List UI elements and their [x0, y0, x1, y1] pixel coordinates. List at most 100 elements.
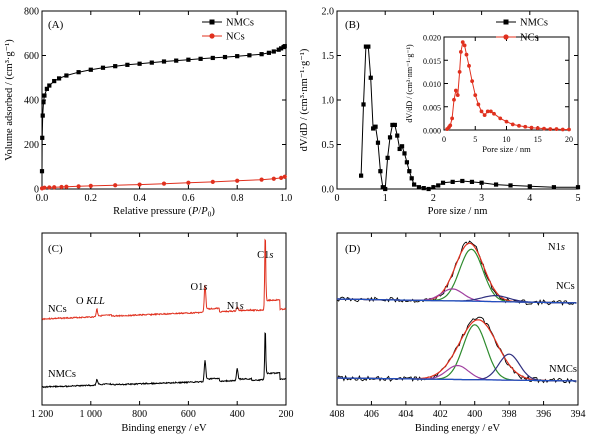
data-point: [440, 180, 446, 185]
data-point: [493, 182, 499, 187]
data-point: [40, 113, 45, 118]
data-point: [279, 46, 284, 51]
b-y-tick-label: 2.0: [322, 7, 335, 18]
inset-data-point: [488, 109, 493, 114]
data-point: [387, 135, 393, 140]
inset-data-point: [462, 43, 467, 48]
data-point: [366, 44, 371, 49]
data-point: [198, 56, 203, 61]
c-x-tick-label: 200: [279, 409, 294, 420]
inset-data-point: [523, 124, 528, 129]
data-point: [47, 185, 52, 190]
data-point: [450, 179, 455, 184]
d-x-tick-label: 394: [571, 409, 586, 420]
data-point: [247, 53, 252, 58]
data-point: [392, 122, 397, 128]
data-point: [266, 50, 272, 55]
data-point: [76, 70, 81, 75]
inset-data-point: [542, 126, 546, 131]
data-point: [186, 180, 191, 185]
b-y-tick-label: 1.5: [322, 51, 335, 62]
b-y-tick-label: 0.5: [322, 140, 335, 151]
data-point: [282, 174, 287, 179]
inset-y-tick-label: 0.015: [423, 57, 441, 66]
legend-ncs-label: NCs: [226, 32, 245, 43]
inset-x-tick-label: 20: [565, 135, 573, 144]
legend-nmcs-label: NMCs: [226, 18, 254, 29]
inset-data-point: [482, 113, 487, 118]
data-point: [271, 49, 276, 54]
inset-y-tick-label: 0.005: [423, 103, 441, 112]
inset-data-point: [470, 79, 475, 84]
a-x-tick-label: 0.6: [182, 193, 195, 204]
xps-baseline: [337, 298, 577, 304]
x-axis-label: Binding energy / eV: [121, 423, 207, 434]
data-point: [378, 169, 383, 174]
legend-nmcs-label: NMCs: [520, 18, 548, 29]
data-point: [259, 177, 264, 182]
x-axis-label-part: Relative pressure (: [113, 206, 192, 217]
inset-data-point: [485, 109, 490, 114]
panel-label: (A): [48, 19, 64, 31]
chart-title: N1s: [548, 242, 565, 253]
inset-data-point: [464, 52, 469, 57]
xps-raw: [336, 316, 577, 384]
data-point: [100, 65, 106, 70]
data-point: [279, 175, 284, 180]
plot-frame-b: [336, 10, 579, 190]
data-point: [375, 140, 381, 145]
data-point: [397, 146, 402, 152]
inset-data-point: [504, 119, 509, 124]
series-nmcs: [39, 44, 287, 174]
data-point: [402, 151, 407, 156]
panel-d: 408 406 404 402 400 398 396 394 (D) Binding energ…: [330, 232, 586, 434]
a-x-tick-label: 0.0: [36, 193, 49, 204]
series-nmcs: [359, 44, 581, 192]
b-x-tick-label: 0: [335, 193, 340, 204]
inset-data-point: [498, 116, 503, 121]
inset-data-point: [560, 127, 565, 132]
data-point: [371, 126, 376, 131]
data-point: [64, 184, 69, 189]
xps-peak-3: [337, 353, 577, 382]
data-point: [42, 93, 47, 98]
peak-annotation-italic: s: [203, 282, 207, 293]
a-y-tick-label: 0: [34, 185, 39, 196]
series-line: [41, 45, 286, 172]
inset-data-point: [517, 123, 521, 128]
inset-x-tick-label: 15: [534, 135, 542, 144]
xps-fit: [337, 319, 577, 382]
data-point: [421, 186, 426, 191]
c-x-tick-label: 1 200: [31, 409, 54, 420]
legend-ncs-marker: [503, 34, 509, 40]
data-point: [149, 60, 154, 65]
data-point: [359, 173, 364, 178]
panel-label: (D): [345, 243, 361, 255]
legend-nmcs-marker: [209, 19, 215, 25]
data-point: [59, 184, 64, 190]
inset-x-axis-label: Pore size / nm: [482, 144, 531, 154]
data-point: [479, 180, 484, 185]
inset-y-tick-label: 0.020: [423, 34, 441, 43]
d-x-tick-label: 408: [330, 409, 345, 420]
data-point: [399, 144, 405, 149]
chart-title-italic: s: [561, 242, 565, 253]
data-point: [383, 186, 388, 192]
data-point: [47, 83, 52, 88]
data-point: [431, 185, 436, 190]
data-point: [469, 179, 475, 184]
data-point: [41, 100, 46, 105]
spectrum-ncs: [41, 238, 287, 321]
inset-data-point: [450, 116, 455, 121]
data-point: [137, 182, 142, 187]
a-y-tick-label: 600: [24, 51, 39, 62]
inset-data-point: [535, 126, 540, 131]
data-point: [76, 184, 81, 189]
x-axis-label-part: ): [211, 206, 215, 217]
a-x-tick-label: 0.4: [133, 193, 146, 204]
data-point: [361, 102, 366, 107]
legend-nmcs-marker: [503, 19, 509, 25]
inset-data-point: [448, 123, 453, 128]
data-point: [56, 76, 62, 81]
